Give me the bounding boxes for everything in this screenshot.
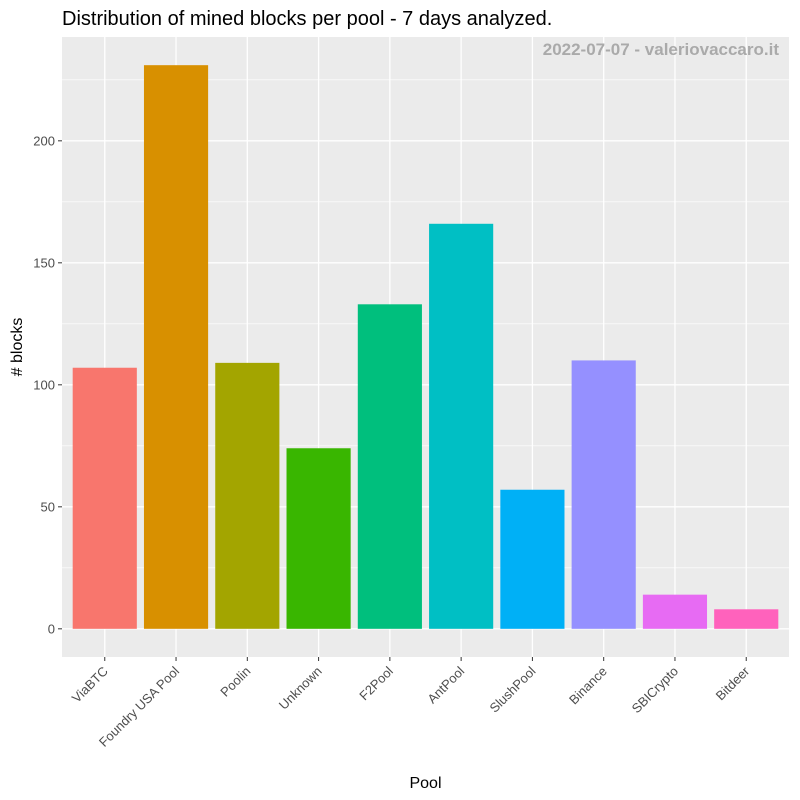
x-tick-label: SBICrypto [629, 664, 682, 717]
y-axis-title: # blocks [9, 318, 26, 377]
bars [72, 65, 779, 629]
bar-foundry-usa-pool [143, 65, 209, 629]
x-tick-label: SlushPool [487, 663, 539, 715]
bar-binance [571, 360, 636, 629]
y-tick-label: 100 [33, 377, 55, 392]
bar-antpool [429, 223, 494, 629]
bar-unknown [286, 448, 351, 629]
y-tick-label: 200 [33, 133, 55, 148]
x-axis-title: Pool [409, 775, 441, 792]
watermark-text: 2022-07-07 - valeriovaccaro.it [543, 40, 780, 59]
y-axis-ticks: 0 50 100 150 200 [33, 133, 62, 636]
bar-sbicrypto [642, 594, 708, 629]
y-tick-label: 150 [33, 255, 55, 270]
bar-viabtc [72, 367, 137, 629]
bar-bitdeer [714, 609, 779, 629]
y-tick-label: 0 [48, 621, 55, 636]
chart-title: Distribution of mined blocks per pool - … [62, 8, 552, 30]
bar-f2pool [357, 304, 422, 629]
x-tick-label: Unknown [276, 664, 325, 713]
x-tick-label: Foundry USA Pool [96, 663, 182, 749]
x-tick-label: Binance [566, 664, 610, 708]
x-tick-label: ViaBTC [69, 664, 111, 706]
bar-poolin [215, 362, 280, 629]
x-tick-label: Poolin [217, 664, 253, 700]
x-tick-label: Bitdeer [713, 663, 753, 703]
x-tick-label: AntPool [424, 663, 467, 706]
y-tick-label: 50 [41, 499, 55, 514]
bar-slushpool [500, 489, 565, 629]
x-tick-label: F2Pool [356, 663, 396, 703]
